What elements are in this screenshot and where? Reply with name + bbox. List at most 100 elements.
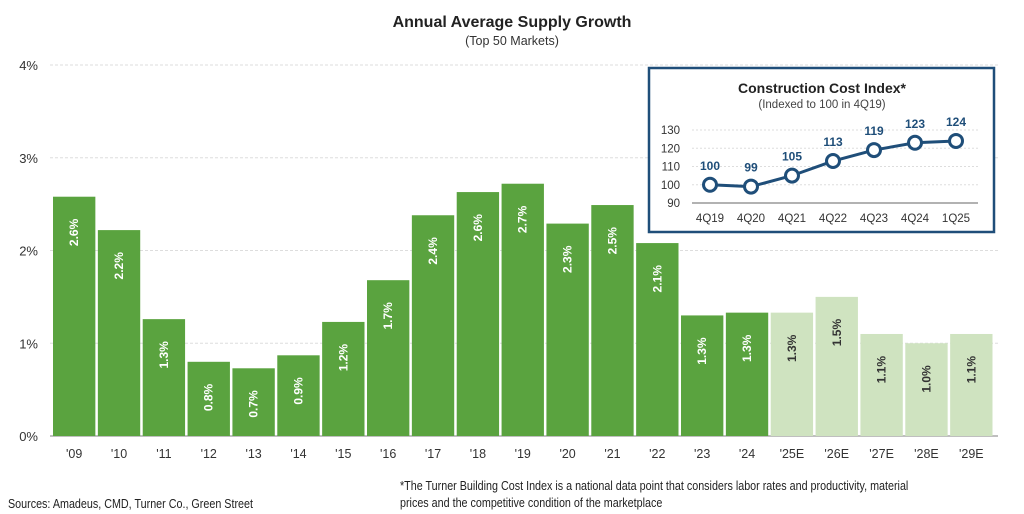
bar-data-label: 2.6% — [67, 218, 81, 246]
y-tick-label: 1% — [19, 336, 38, 351]
x-tick-label: '17 — [425, 447, 441, 461]
bar — [770, 312, 814, 436]
x-tick-label: '12 — [201, 447, 217, 461]
bar-data-label: 0.9% — [291, 377, 305, 405]
x-tick-label: '22 — [649, 447, 665, 461]
x-tick-label: '11 — [156, 447, 171, 461]
inset-data-label: 100 — [700, 159, 720, 173]
inset-gridlines: 90 100 110 120 130 — [661, 125, 978, 210]
inset-data-label: 119 — [864, 124, 884, 138]
inset-border — [647, 66, 996, 234]
bar-data-label: 1.5% — [830, 319, 844, 347]
bar-data-label: 0.7% — [247, 390, 261, 418]
x-tick-label: '19 — [515, 447, 531, 461]
bar — [142, 319, 186, 436]
construction-cost-inset: Construction Cost Index* (Indexed to 100… — [647, 66, 996, 234]
bar-data-label: 2.7% — [516, 205, 530, 233]
x-tick-label: '16 — [380, 447, 396, 461]
bar — [636, 243, 679, 436]
x-tick-label: '15 — [335, 447, 351, 461]
bar-data-label: 0.8% — [202, 383, 216, 411]
y-tick-label: 3% — [19, 151, 38, 166]
inset-data-label: 113 — [823, 135, 843, 149]
y-tick-label: 2% — [19, 244, 38, 259]
bar — [815, 296, 858, 436]
bars: 2.6% 2.2% 1.3% 0.8% 0.7% 0.9% 1.2% 1.7% 2.4% 2.6%… — [53, 183, 993, 436]
bar-data-label: 2.1% — [650, 265, 664, 293]
x-tick-label: '27E — [869, 447, 894, 461]
x-tick-label: '24 — [739, 447, 755, 461]
inset-subtitle: (Indexed to 100 in 4Q19) — [758, 99, 885, 111]
bar-data-label: 1.1% — [964, 356, 978, 384]
inset-data-label: 99 — [744, 161, 758, 175]
inset-line: 100 4Q19 99 4Q20 105 4Q21 113 4Q22 119 4Q23 123 4Q2… — [696, 115, 970, 225]
inset-x-tick-label: 4Q23 — [860, 213, 888, 225]
bar — [905, 343, 948, 436]
bar-data-label: 1.3% — [785, 334, 799, 362]
bar-data-label: 2.4% — [426, 237, 440, 265]
x-tick-label: '10 — [111, 447, 127, 461]
bar-data-label: 1.0% — [919, 365, 933, 393]
x-tick-label: '18 — [470, 447, 486, 461]
bar-data-label: 2.2% — [112, 252, 126, 280]
bar — [725, 312, 769, 436]
x-tick-label: '26E — [824, 447, 849, 461]
inset-y-tick-label: 110 — [662, 162, 680, 174]
inset-point — [948, 132, 964, 149]
footnote-line-2: prices and the competitive condition of … — [400, 496, 663, 510]
bar-data-label: 2.5% — [605, 227, 619, 255]
bar — [860, 333, 903, 436]
bar-data-label: 2.3% — [561, 245, 575, 273]
inset-x-tick-label: 4Q20 — [737, 213, 765, 225]
bar — [53, 196, 96, 436]
x-tick-label: '21 — [604, 447, 620, 461]
inset-y-tick-label: 130 — [661, 125, 680, 137]
y-tick-label: 4% — [19, 58, 38, 73]
inset-data-label: 124 — [946, 115, 966, 129]
bar — [367, 280, 410, 436]
inset-point — [825, 153, 841, 170]
x-tick-label: '28E — [914, 447, 939, 461]
inset-x-tick-label: 4Q21 — [778, 213, 806, 225]
bar — [546, 223, 589, 436]
bar-data-label: 1.3% — [695, 337, 709, 365]
inset-x-tick-label: 1Q25 — [942, 213, 970, 225]
bar-data-label: 2.6% — [471, 214, 485, 242]
bar-data-label: 1.3% — [157, 341, 171, 369]
inset-y-tick-label: 100 — [661, 180, 680, 192]
x-tick-label: '29E — [959, 447, 984, 461]
inset-data-label: 123 — [905, 117, 925, 131]
inset-x-tick-label: 4Q19 — [696, 213, 724, 225]
inset-x-tick-label: 4Q22 — [819, 213, 847, 225]
x-tick-label: '23 — [694, 447, 710, 461]
chart-title: Annual Average Supply Growth — [393, 14, 632, 31]
bar — [187, 361, 230, 436]
bar-data-label: 1.7% — [381, 302, 395, 330]
bar — [277, 355, 320, 436]
inset-point — [866, 142, 882, 159]
bar-data-label: 1.1% — [875, 356, 889, 384]
inset-data-label: 105 — [782, 150, 802, 164]
sources-note: Sources: Amadeus, CMD, Turner Co., Green… — [8, 497, 253, 511]
bar — [411, 215, 455, 436]
bar — [950, 333, 993, 436]
bar — [232, 368, 275, 436]
x-tick-label: '14 — [290, 447, 306, 461]
inset-point — [743, 178, 759, 195]
x-tick-label: '25E — [780, 447, 805, 461]
bar-data-label: 1.2% — [336, 344, 350, 372]
inset-title: Construction Cost Index* — [738, 80, 907, 96]
x-axis: '09 '10 '11 '12 '13 '14 '15 '16 '17 '18 '19 '20 '21 '… — [66, 447, 984, 461]
bar — [591, 205, 634, 436]
y-tick-label: 0% — [19, 429, 38, 444]
inset-y-tick-label: 120 — [661, 143, 680, 155]
y-axis: 0% 1% 2% 3% 4% — [19, 58, 38, 444]
bar — [97, 230, 141, 436]
bar-data-label: 1.3% — [740, 334, 754, 362]
x-tick-label: '09 — [66, 447, 82, 461]
x-tick-label: '20 — [559, 447, 575, 461]
bar — [322, 321, 365, 436]
inset-point — [784, 167, 800, 184]
inset-point — [907, 134, 923, 151]
